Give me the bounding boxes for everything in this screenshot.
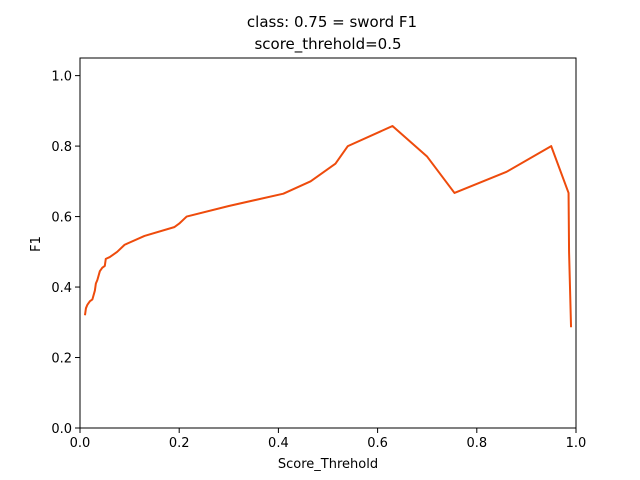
y-axis-label: F1 (29, 236, 44, 252)
y-tick-label: 1.0 (51, 70, 72, 85)
plot-frame (79, 57, 577, 429)
x-tick-label: 0.6 (367, 436, 388, 451)
x-tick-label: 1.0 (566, 436, 587, 451)
x-tick-label: 0.8 (466, 436, 487, 451)
x-tick-label: 0.4 (268, 436, 289, 451)
plot-area (79, 57, 577, 429)
chart-title: class: 0.75 = sword F1 (247, 13, 417, 31)
x-axis-ticks: 0.0 0.2 0.4 0.6 0.8 1.0 (70, 428, 587, 451)
y-tick-label: 0.4 (51, 281, 72, 296)
x-tick-label: 0.0 (70, 436, 91, 451)
y-tick-label: 0.2 (51, 352, 72, 367)
chart-subtitle: score_threhold=0.5 (254, 35, 401, 54)
x-axis-label: Score_Threhold (278, 457, 378, 472)
series-line (83, 125, 573, 328)
x-tick-label: 0.2 (169, 436, 190, 451)
y-tick-label: 0.0 (51, 422, 72, 437)
y-tick-label: 0.6 (51, 211, 72, 226)
y-axis-ticks: 0.0 0.2 0.4 0.6 0.8 1.0 (51, 70, 80, 437)
y-tick-label: 0.8 (51, 140, 72, 155)
